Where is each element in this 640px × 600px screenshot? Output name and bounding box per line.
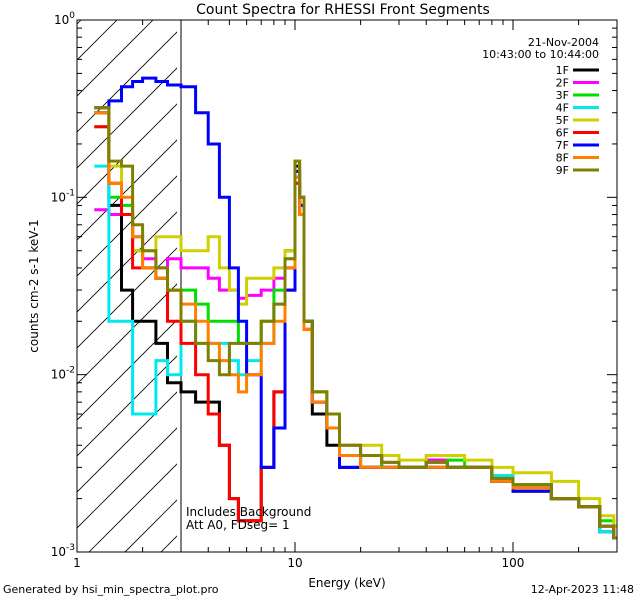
hatch-line	[77, 139, 177, 241]
legend-label-7F: 7F	[556, 139, 569, 152]
y-tick-label: 10-1	[51, 188, 75, 204]
y-axis-label-text: counts cm-2 s-1 keV-1	[27, 219, 41, 352]
legend-label-8F: 8F	[556, 152, 569, 165]
series-line-3F	[94, 125, 617, 540]
hatch-line	[77, 20, 118, 61]
y-tick-label: 10-2	[51, 366, 75, 382]
legend-label-2F: 2F	[556, 77, 569, 90]
legend-label-1F: 1F	[556, 64, 569, 77]
observation-time-range: 10:43:00 to 10:44:00	[482, 48, 599, 61]
y-tick-label: 100	[54, 11, 75, 27]
series-line-8F	[94, 111, 617, 540]
annotation-background: Includes Background	[186, 505, 311, 519]
x-tick-label: 10	[287, 556, 302, 570]
chart-title: Count Spectra for RHESSI Front Segments	[196, 2, 490, 18]
hatch-line	[77, 211, 177, 313]
hatch-line	[0, 20, 9, 552]
legend-label-5F: 5F	[556, 114, 569, 127]
x-tick-label: 100	[502, 556, 525, 570]
plot-frame	[76, 19, 618, 553]
hatch-line	[77, 247, 177, 349]
legend-label-4F: 4F	[556, 102, 569, 115]
hatch-line	[77, 103, 177, 205]
legend-label-6F: 6F	[556, 127, 569, 140]
series-line-9F	[94, 106, 617, 540]
legend-label-9F: 9F	[556, 164, 569, 177]
series-layer	[94, 76, 617, 540]
series-line-5F	[94, 106, 617, 528]
series-line-6F	[94, 125, 617, 540]
series-line-1F	[94, 111, 617, 540]
series-line-7F	[94, 76, 617, 540]
series-line-4F	[94, 164, 617, 540]
legend-label-3F: 3F	[556, 89, 569, 102]
observation-date: 21-Nov-2004	[528, 36, 599, 49]
hatch-line	[197, 20, 640, 552]
axis-ticks: 1 10 100 10-3 10-2 10-1 100	[51, 11, 618, 570]
hatch-line	[77, 427, 177, 529]
footer-generated-by: Generated by hsi_min_spectra_plot.pro	[3, 583, 219, 596]
hatch-line	[77, 283, 177, 385]
y-axis-label: counts cm-2 s-1 keV-1	[27, 219, 41, 352]
hatch-line	[77, 67, 177, 169]
x-tick-label: 1	[73, 556, 81, 570]
hatch-line	[77, 391, 177, 493]
y-tick-label: 10-3	[51, 543, 75, 559]
annotation-attenuator: Att A0, FDseg= 1	[186, 518, 290, 532]
footer-timestamp: 12-Apr-2023 11:48	[530, 583, 634, 596]
hatch-line	[269, 20, 640, 552]
x-axis-label: Energy (keV)	[308, 576, 385, 590]
